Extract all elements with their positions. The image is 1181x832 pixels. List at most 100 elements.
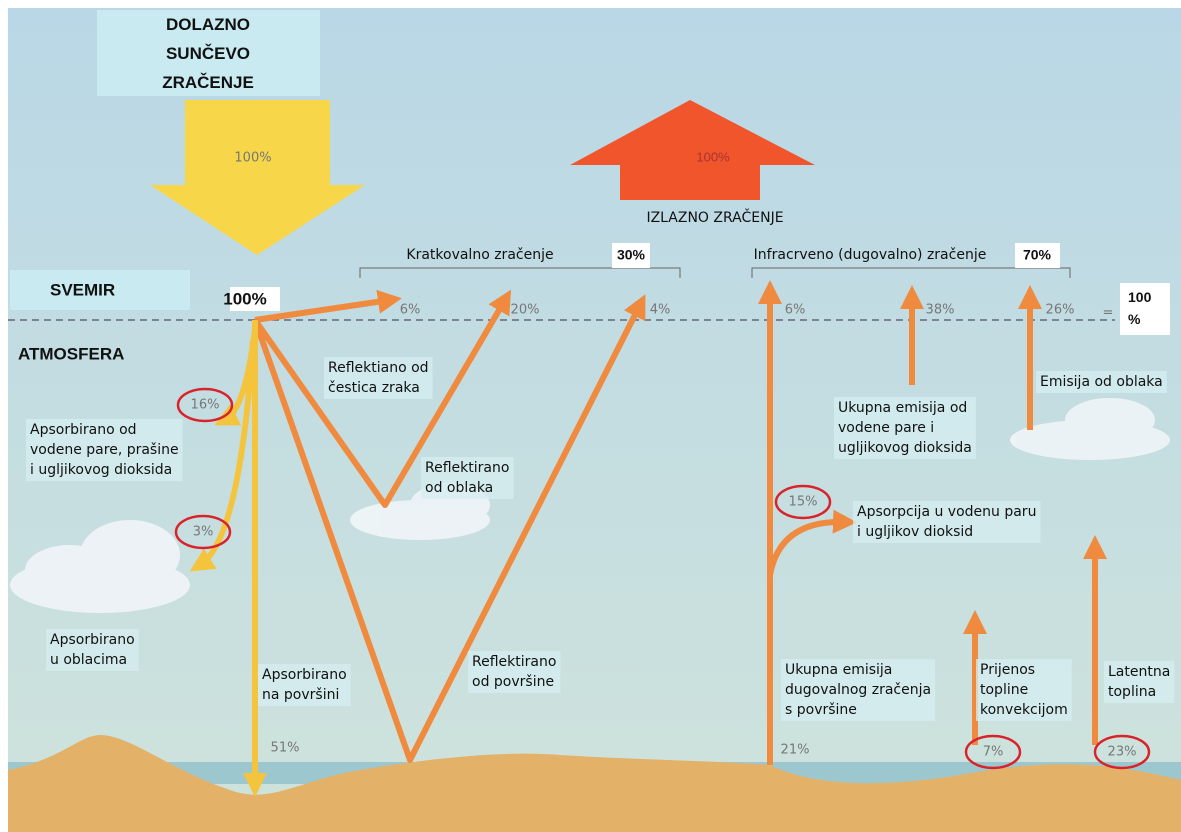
note-line: Ukupna emisija od <box>838 400 967 416</box>
atmosphere-label: ATMOSFERA <box>18 344 124 363</box>
note-line: Apsorbirano <box>262 667 347 683</box>
title-line: SUNČEVO <box>166 44 250 63</box>
top-percent: 6% <box>785 303 806 318</box>
shortwave-bracket <box>359 267 681 278</box>
highlight-circle <box>1093 734 1151 770</box>
note-percent: 51% <box>271 741 300 756</box>
note: Emisija od oblaka <box>1040 374 1163 390</box>
outgoing-arrow <box>570 100 815 200</box>
longwave-bracket <box>751 267 1071 278</box>
flow-arrow <box>252 289 512 508</box>
note: Apsorbirano u oblacima <box>50 632 135 668</box>
note-background <box>46 629 139 671</box>
note-line: Apsorbirano od <box>30 422 137 438</box>
incoming-percent: 100% <box>234 151 271 166</box>
note: Apsorbirano od vodene pare, prašine i uglj… <box>30 422 179 478</box>
outgoing-title: IZLAZNO ZRAČENJE <box>646 208 783 226</box>
note-line: i ugljikovog dioksida <box>30 462 172 478</box>
note-line: na površini <box>262 687 339 703</box>
note-percent: 16% <box>191 398 220 413</box>
note-line: Prijenos <box>980 662 1035 678</box>
note-percent: 3% <box>193 525 214 540</box>
note: Ukupna emisija od vodene pare i ugljikovog… <box>838 400 972 456</box>
note-line: Ukupna emisija <box>785 662 892 678</box>
note-background <box>853 501 1041 543</box>
top-percent: 4% <box>650 303 671 318</box>
note-line: konvekcijom <box>980 702 1068 718</box>
box <box>230 287 280 311</box>
top-percent: 26% <box>1046 303 1075 318</box>
title-line: DOLAZNO <box>166 15 250 34</box>
note-background <box>324 357 433 399</box>
note-background <box>976 659 1072 721</box>
note: Reflektiano od čestica zraka <box>328 360 429 396</box>
shortwave-label: Kratkovalno zračenje <box>406 247 553 263</box>
box <box>612 243 650 268</box>
note: Reflektirano od oblaka <box>425 460 509 496</box>
note-line: Apsorpcija u vodenu paru <box>857 504 1036 520</box>
sum: 100% <box>1128 289 1152 327</box>
shortwave-total: 30% <box>617 247 646 263</box>
note: Reflektirano od površine <box>472 654 556 690</box>
flows <box>189 280 1107 797</box>
longwave-label: Infracrveno (dugovalno) zračenje <box>754 247 987 263</box>
note-background <box>468 651 561 693</box>
top-percent: 20% <box>511 303 540 318</box>
note-line: Apsorbirano <box>50 632 135 648</box>
note-background <box>421 457 514 499</box>
title-line: ZRAČENJE <box>162 73 254 92</box>
longwave-total: 70% <box>1023 247 1052 263</box>
space-label: SVEMIR <box>50 280 115 299</box>
start-total: 100% <box>223 289 266 308</box>
note-line: u oblacima <box>50 652 127 668</box>
top-percent: 38% <box>926 303 955 318</box>
flow-arrow <box>189 339 256 572</box>
outgoing-percent: 100% <box>696 149 730 164</box>
note: Apsorbirano na površini <box>262 667 347 703</box>
space-box <box>10 270 190 310</box>
note-line: čestica zraka <box>328 380 420 396</box>
note-background <box>1104 661 1175 703</box>
flow-arrow <box>254 289 402 323</box>
note-line: vodene pare i <box>838 420 934 436</box>
flow-arrow <box>767 509 857 576</box>
incoming-arrow <box>150 100 365 255</box>
ground <box>8 735 1181 832</box>
top-percent: 6% <box>400 303 421 318</box>
note-background <box>834 397 976 459</box>
note-background <box>781 659 936 721</box>
incoming-title: DOLAZNO SUNČEVO ZRAČENJE <box>162 15 254 92</box>
note: Latentna toplina <box>1108 664 1170 700</box>
note: Ukupna emisija dugovalnog zračenja s površ… <box>785 662 931 718</box>
note-background <box>258 664 351 706</box>
sum-line: % <box>1128 311 1141 327</box>
note: Prijenos topline konvekcijom <box>980 662 1068 718</box>
note-line: od oblaka <box>425 480 493 496</box>
flow-arrow <box>252 294 646 763</box>
note-line: s površine <box>785 702 857 718</box>
note-line: Reflektirano <box>472 654 556 670</box>
note-line: Reflektirano <box>425 460 509 476</box>
sum-line: 100 <box>1128 289 1152 305</box>
note-background <box>26 419 183 481</box>
box <box>1015 243 1060 268</box>
title-box <box>97 10 320 96</box>
highlight-circle <box>964 734 1022 770</box>
note-line: vodene pare, prašine <box>30 442 179 458</box>
note-percent: 21% <box>781 743 810 758</box>
highlight-circle <box>176 387 234 423</box>
highlight-circle <box>774 484 832 520</box>
note-line: dugovalnog zračenja <box>785 682 931 698</box>
note-line: od površine <box>472 674 554 690</box>
highlight-circle <box>174 514 232 550</box>
note-percent: 23% <box>1108 745 1137 760</box>
equals: = <box>1103 306 1114 321</box>
note-line: toplina <box>1108 684 1156 700</box>
note-line: i ugljikov dioksid <box>857 524 973 540</box>
box <box>1120 283 1170 335</box>
note-background <box>1036 371 1167 393</box>
note-line: Reflektiano od <box>328 360 429 376</box>
note-line: Latentna <box>1108 664 1170 680</box>
note-percent: 15% <box>789 495 818 510</box>
